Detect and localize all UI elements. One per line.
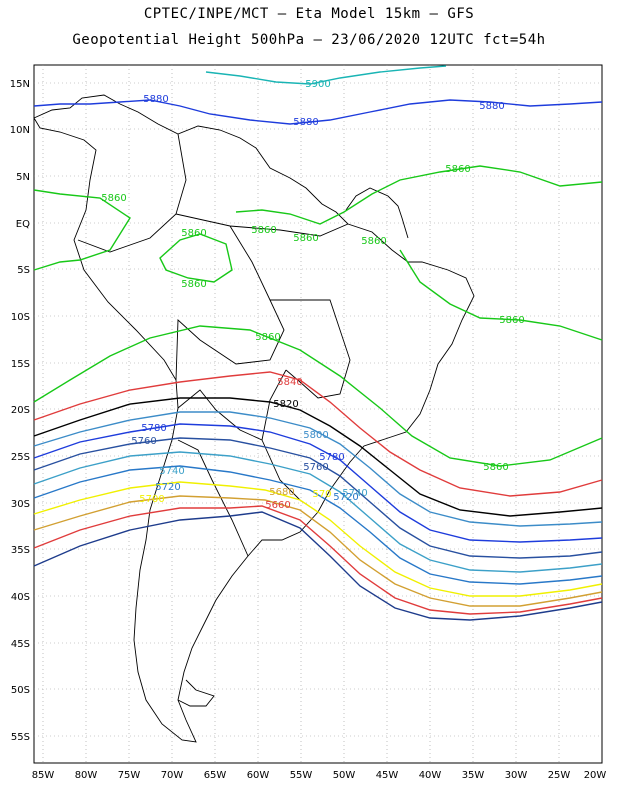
lon-label: 45W (376, 770, 399, 781)
contour-label: 5880 (479, 101, 504, 112)
lon-label: 50W (333, 770, 356, 781)
contour-5720 (33, 465, 603, 585)
contour-label: 5860 (101, 193, 126, 204)
contour-label: 570 (312, 489, 331, 500)
lat-label: 20S (11, 405, 30, 416)
contour-label: 5860 (445, 164, 470, 175)
lat-label: 10S (11, 312, 30, 323)
lat-label: 25S (11, 452, 30, 463)
lon-label: 80W (75, 770, 98, 781)
contour-label: 5740 (159, 466, 184, 477)
contour-lines (33, 65, 603, 621)
contour-label: 5860 (361, 236, 386, 247)
map-title: CPTEC/INPE/MCT – Eta Model 15km – GFS (143, 6, 475, 22)
contour-label: 5860 (251, 225, 276, 236)
lat-label: 10N (10, 125, 30, 136)
contour-label: 5820 (273, 399, 298, 410)
lat-label: 5S (17, 265, 30, 276)
contour-5660 (33, 505, 603, 615)
contour-label: 5720 (333, 492, 358, 503)
contour-5860-amazon (159, 233, 233, 283)
contour-label: 5800 (303, 430, 328, 441)
contour-label: 5860 (293, 233, 318, 244)
contour-label: 5900 (305, 79, 330, 90)
lon-label: 70W (161, 770, 184, 781)
latitude-labels: 15N 10N 5N EQ 5S 10S 15S 20S 25S 30S 35S… (10, 79, 30, 743)
contour-label: 5740 (342, 488, 367, 499)
contour-label: 5860 (483, 462, 508, 473)
contour-5900 (205, 65, 447, 85)
lat-label: 15N (10, 79, 30, 90)
contour-label: 5720 (155, 482, 180, 493)
contour-label: 5840 (277, 377, 302, 388)
contour-label: 5880 (143, 94, 168, 105)
contour-5760 (33, 437, 603, 559)
contour-5860-east (399, 249, 603, 341)
contour-5840 (33, 371, 603, 497)
lon-label: 30W (505, 770, 528, 781)
contour-5800 (33, 411, 603, 527)
contour-label: 5760 (303, 462, 328, 473)
lon-label: 55W (290, 770, 313, 781)
contour-label: 5780 (319, 452, 344, 463)
contour-label: 5660 (265, 500, 290, 511)
contour-5860-south (33, 325, 603, 467)
contour-label: 5860 (255, 332, 280, 343)
lon-label: 75W (118, 770, 141, 781)
contour-5740 (33, 451, 603, 573)
lon-label: 60W (247, 770, 270, 781)
longitude-labels: 85W 80W 75W 70W 65W 60W 55W 50W 45W 40W … (32, 770, 607, 781)
contour-labels: 5900 5880 5880 5880 5860 5860 5860 5860 … (101, 79, 524, 511)
lon-label: 35W (462, 770, 485, 781)
contour-label: 5680 (269, 487, 294, 498)
contour-label: 5860 (499, 315, 524, 326)
contour-5640 (33, 511, 603, 621)
lat-label: 5N (16, 172, 30, 183)
lat-label: 50S (11, 685, 30, 696)
contour-5820 (33, 397, 603, 517)
lat-label: 40S (11, 592, 30, 603)
contour-5680 (33, 495, 603, 607)
lon-label: 65W (204, 770, 227, 781)
contour-5880 (33, 99, 603, 125)
lon-label: 40W (419, 770, 442, 781)
contour-label: 5700 (139, 494, 164, 505)
lat-label: 45S (11, 639, 30, 650)
lat-label: 15S (11, 359, 30, 370)
lat-label: 55S (11, 732, 30, 743)
lat-label: 35S (11, 545, 30, 556)
contour-5780 (33, 423, 603, 543)
contour-label: 5760 (131, 436, 156, 447)
contour-label: 5860 (181, 228, 206, 239)
lat-label: EQ (16, 219, 30, 230)
lon-label: 25W (548, 770, 571, 781)
contour-5860-north (33, 189, 131, 271)
contour-label: 5860 (181, 279, 206, 290)
lon-label: 20W (584, 770, 607, 781)
plot-frame (33, 64, 603, 764)
lon-label: 85W (32, 770, 55, 781)
contour-5860-central (235, 165, 603, 225)
contour-label: 5880 (293, 117, 318, 128)
contour-label: 5780 (141, 423, 166, 434)
lat-label: 30S (11, 499, 30, 510)
map-subtitle: Geopotential Height 500hPa – 23/06/2020 … (72, 32, 546, 48)
contour-5700 (33, 481, 603, 597)
